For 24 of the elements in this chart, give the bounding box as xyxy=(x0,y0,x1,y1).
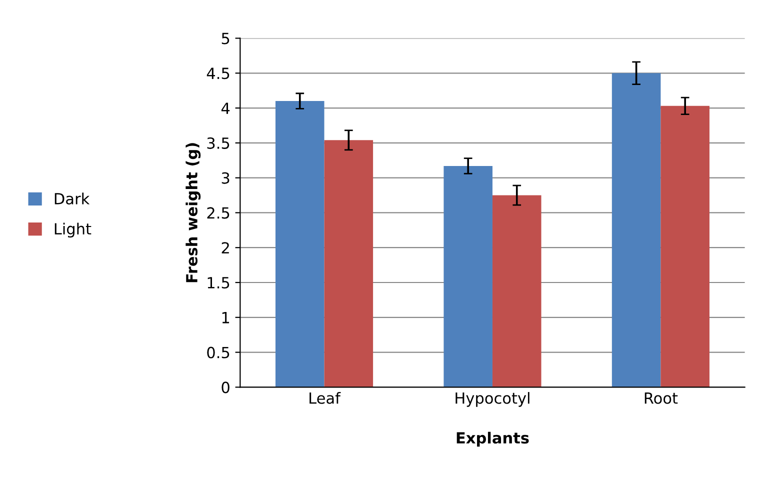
y-tick-label: 5 xyxy=(222,32,230,44)
y-axis-title: Fresh weight (g) xyxy=(186,143,201,282)
x-tick-label: Root xyxy=(644,392,678,404)
y-tick-label: 2.5 xyxy=(207,207,230,219)
x-tick-label: Hypocotyl xyxy=(456,392,530,407)
legend-label: Light xyxy=(54,222,92,238)
bar xyxy=(275,101,324,388)
y-tick-label: 1 xyxy=(222,312,230,324)
x-axis-title: Explants xyxy=(456,432,529,447)
y-tick-label: 1.5 xyxy=(208,277,230,289)
bar xyxy=(492,195,542,388)
bar xyxy=(324,140,374,388)
y-tick-label: 3 xyxy=(222,172,230,184)
bar xyxy=(660,106,710,388)
y-tick-label: 4.5 xyxy=(206,68,230,80)
bar xyxy=(612,73,661,388)
y-tick-label: 3.5 xyxy=(207,137,230,149)
y-tick-label: 2 xyxy=(222,242,229,254)
y-tick-label: 0 xyxy=(222,382,230,394)
y-tick-label: 0.5 xyxy=(207,346,230,358)
x-tick-label: Leaf xyxy=(310,392,341,404)
y-tick-label: 4 xyxy=(221,102,230,114)
bar xyxy=(444,166,492,388)
legend-label: Dark xyxy=(54,192,90,204)
